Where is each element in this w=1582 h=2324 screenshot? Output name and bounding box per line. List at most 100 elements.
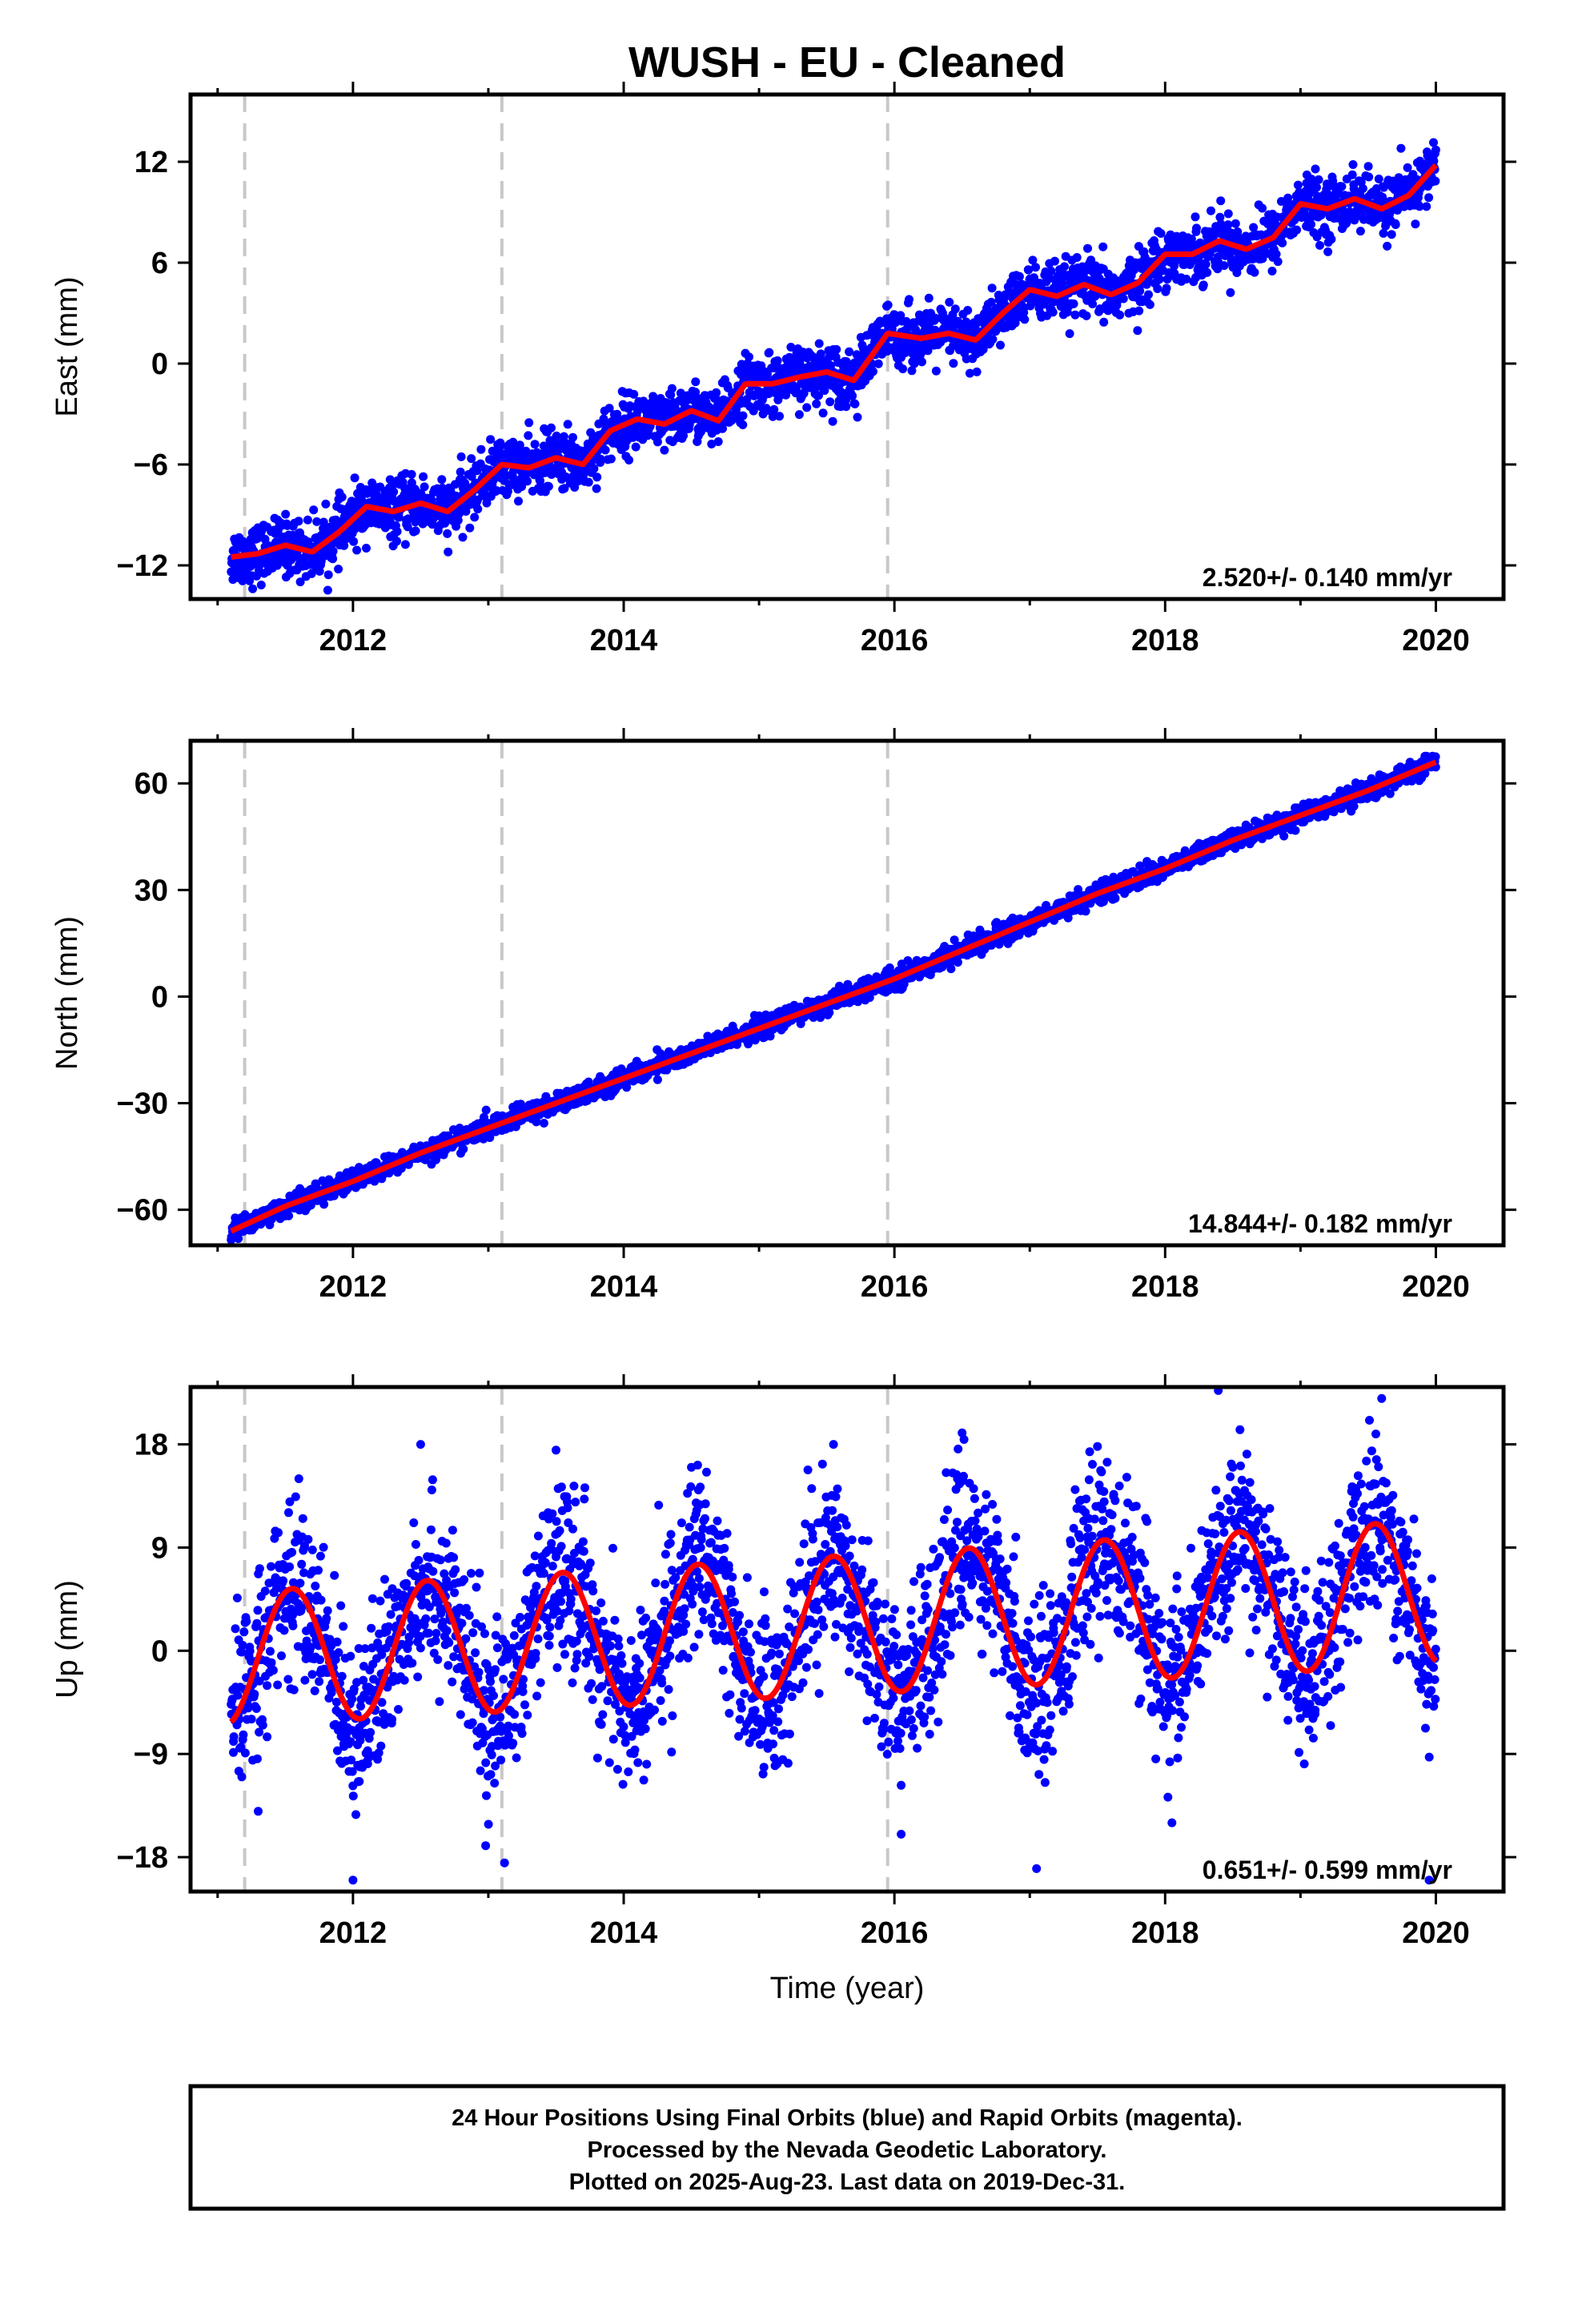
y-axis-label: East (mm) [50, 276, 84, 416]
observation-point [312, 517, 322, 526]
observation-point [544, 481, 553, 491]
y-tick-label: −12 [117, 549, 168, 583]
observation-point [631, 442, 640, 452]
x-tick-label: 2014 [590, 624, 658, 657]
figure-title: WUSH - EU - Cleaned [628, 38, 1066, 86]
observation-point [814, 339, 824, 348]
observation-point [845, 347, 854, 356]
observation-point [444, 547, 453, 557]
observation-point [547, 423, 556, 432]
observation-point [1293, 180, 1303, 190]
observation-point [812, 399, 821, 408]
observation-point [1391, 220, 1400, 229]
observation-point [1347, 170, 1357, 179]
observation-point [1273, 257, 1283, 267]
observation-point [1327, 235, 1336, 244]
observation-point [1144, 290, 1153, 300]
observation-point [589, 464, 599, 473]
observation-point [303, 537, 313, 547]
observation-point [420, 482, 429, 492]
observation-point [443, 529, 452, 538]
observation-point [592, 484, 601, 493]
observation-points [227, 751, 1440, 1244]
observation-points [227, 138, 1440, 595]
observation-point [1223, 220, 1233, 230]
observation-point [352, 545, 362, 555]
observation-point [1110, 894, 1120, 903]
observation-point [1292, 225, 1302, 235]
observation-point [1014, 271, 1024, 281]
observation-point [873, 359, 883, 368]
x-tick-label: 2020 [1402, 624, 1470, 657]
observation-point [1364, 172, 1374, 182]
observation-point [612, 409, 622, 419]
observation-point [456, 467, 465, 476]
observation-point [905, 295, 913, 304]
observation-point [476, 444, 486, 454]
velocity-annotation: 2.520+/- 0.140 mm/yr [1203, 563, 1452, 592]
observation-point [563, 420, 572, 429]
x-tick-label: 2016 [861, 624, 929, 657]
observation-point [524, 418, 534, 428]
observation-point [530, 440, 540, 449]
observation-point [775, 412, 784, 421]
observation-point [514, 497, 523, 506]
observation-point [1258, 203, 1267, 213]
observation-point [629, 389, 639, 399]
observation-point [832, 344, 841, 354]
observation-point [963, 306, 973, 315]
observation-point [818, 408, 828, 418]
observation-point [738, 420, 748, 429]
observation-point [470, 513, 480, 522]
observation-point [1314, 175, 1323, 184]
observation-point [1348, 160, 1358, 169]
observation-point [1048, 308, 1058, 317]
observation-point [392, 537, 401, 546]
observation-point [419, 472, 428, 481]
observation-point [945, 297, 954, 307]
observation-point [825, 397, 835, 407]
observation-point [1249, 223, 1259, 232]
observation-point [561, 472, 571, 481]
observation-point [802, 403, 812, 412]
observation-point [407, 469, 416, 479]
observation-point [1020, 315, 1030, 324]
observation-point [1431, 176, 1440, 186]
observation-point [328, 554, 338, 564]
y-tick-label: −6 [134, 448, 168, 482]
observation-point [604, 404, 614, 413]
observation-point [592, 472, 602, 482]
observation-point [691, 377, 701, 387]
y-tick-label: 12 [135, 146, 168, 179]
observation-point [1098, 242, 1108, 251]
observation-point [1099, 317, 1109, 327]
observation-point [496, 438, 505, 448]
observation-point [552, 431, 561, 440]
observation-point [1191, 212, 1200, 222]
observation-point [1219, 261, 1229, 271]
observation-point [303, 515, 312, 525]
observation-point [1358, 183, 1367, 193]
observation-point [869, 367, 877, 376]
observation-point [1278, 238, 1287, 247]
observation-point [794, 410, 804, 420]
observation-point [1355, 227, 1365, 236]
observation-point [624, 456, 634, 464]
observation-point [1199, 280, 1208, 290]
observation-point [949, 359, 958, 368]
observation-point [931, 366, 941, 376]
observation-point [765, 348, 774, 357]
observation-point [773, 356, 782, 365]
observation-point [1069, 299, 1078, 308]
observation-point [988, 335, 998, 344]
observation-point [248, 584, 258, 593]
observation-point [652, 437, 662, 447]
observation-point [1315, 240, 1324, 250]
observation-point [1374, 175, 1383, 183]
observation-point [1060, 262, 1069, 271]
observation-point [358, 497, 367, 506]
observation-point [972, 367, 982, 376]
observation-point [1162, 283, 1171, 293]
observation-point [946, 964, 956, 974]
